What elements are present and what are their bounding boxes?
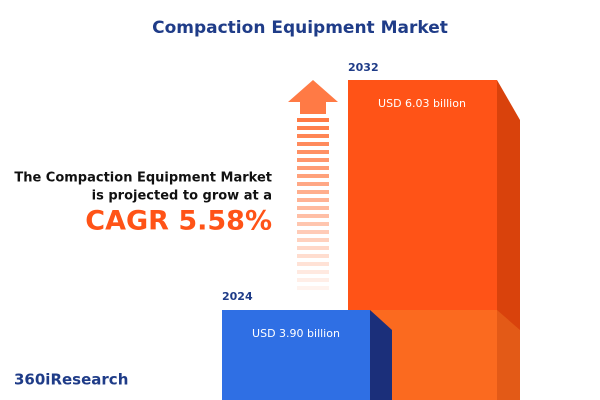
arrow-stripe (297, 174, 329, 178)
arrow-stripe (297, 278, 329, 282)
arrow-stripe (297, 158, 329, 162)
arrow-stripe (297, 262, 329, 266)
arrow-stripe (297, 134, 329, 138)
arrow-stripe (297, 118, 329, 122)
arrow-stripe (297, 254, 329, 258)
arrow-stripe (297, 126, 329, 130)
arrow-stripe (297, 230, 329, 234)
arrow-stripe (297, 190, 329, 194)
arrow-stripe (297, 198, 329, 202)
growth-arrow (288, 80, 338, 290)
arrow-stripe (297, 206, 329, 210)
bar-2024-side (370, 310, 392, 400)
arrow-stripe (297, 142, 329, 146)
bar-2032-side-lower (497, 310, 520, 400)
arrow-stripe (297, 286, 329, 290)
value-label: USD 6.03 billion (378, 97, 466, 110)
arrow-stripe (297, 166, 329, 170)
brand: 360iResearch (14, 371, 128, 389)
title: Compaction Equipment Market (152, 18, 448, 38)
year-label: 2024 (222, 290, 253, 303)
arrow-head (288, 80, 338, 114)
arrow-stripe (297, 238, 329, 242)
arrow-stripe (297, 182, 329, 186)
description-line: The Compaction Equipment Market (14, 171, 272, 186)
arrow-stripe (297, 214, 329, 218)
year-label: 2032 (348, 61, 379, 74)
arrow-stripe (297, 222, 329, 226)
arrow-stripe (297, 246, 329, 250)
arrow-stripe (297, 150, 329, 154)
cagr: CAGR 5.58% (85, 206, 272, 237)
description-line: is projected to grow at a (92, 189, 272, 204)
arrow-stripe (297, 270, 329, 274)
bar-2024-front (222, 310, 370, 400)
value-label: USD 3.90 billion (252, 327, 340, 340)
